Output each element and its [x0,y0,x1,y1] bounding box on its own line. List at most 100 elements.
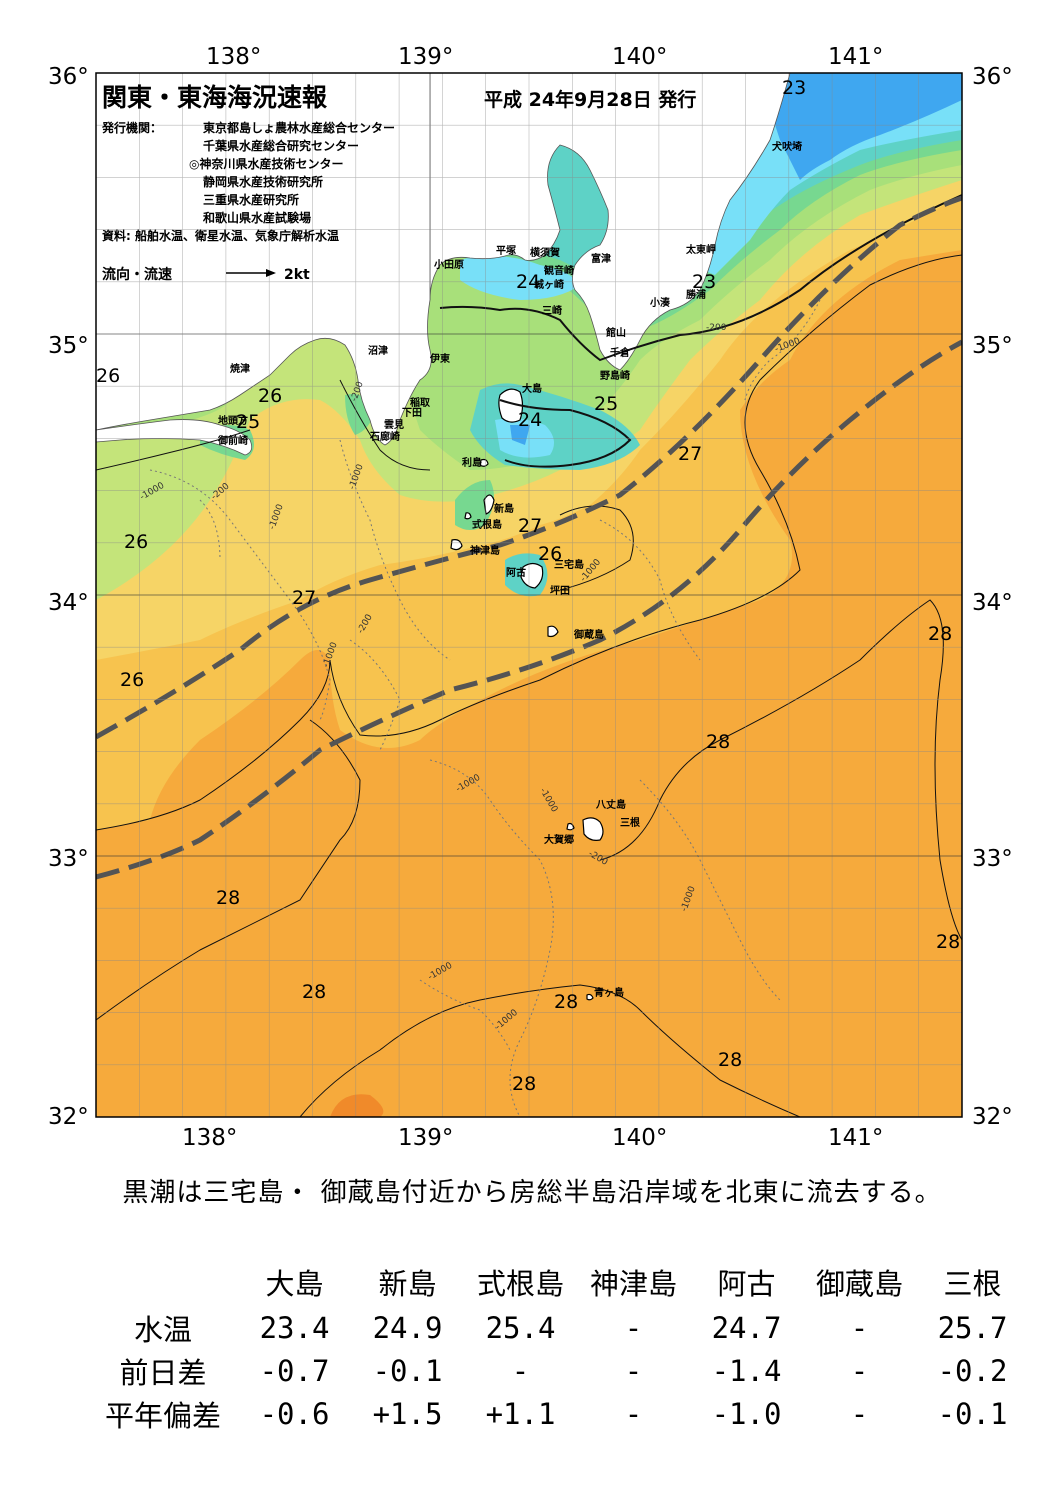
isotherm-labels: 23 23 24 25 25 26 26 26 26 27 27 27 28 2… [96,77,960,1095]
table-row: 平年偏差 -0.6 +1.5 +1.1 - -1.0 - -0.1 [88,1392,1029,1435]
place-jogasaki: 城ヶ崎 [534,278,564,291]
iso-28-central: 28 [706,731,730,753]
place-tsubota: 坪田 [550,584,570,597]
table-cell: - [624,1310,643,1345]
left-lat-32: 32° [48,1104,89,1130]
land [96,73,791,456]
place-futtsu: 富津 [591,252,611,265]
right-lat-32: 32° [972,1104,1013,1130]
place-inatori: 稲取 [410,396,431,409]
top-lon-138: 138° [206,44,261,70]
map-title: 関東・東海海況速報 [102,83,328,112]
iso-28-south: 28 [512,1073,536,1095]
table-row: 水温 23.4 24.9 25.4 - 24.7 - 25.7 [88,1306,1029,1349]
right-lat-33: 33° [972,846,1013,872]
place-numazu: 沼津 [368,344,388,357]
bottom-lon-138: 138° [182,1125,237,1151]
place-labels: 小田原 平塚 横須賀 観音崎 城ヶ崎 三崎 富津 館山 千倉 野島崎 犬吠埼 太… [217,140,802,999]
place-miyakejima: 三宅島 [554,558,584,571]
table-header-row: 大島 新島 式根島 神津島 阿古 御蔵島 三根 [88,1258,1029,1306]
issuer-5: 三重県水産研究所 [203,192,299,207]
table-cell: - [511,1353,530,1388]
column-header: 三根 [943,1267,1002,1301]
place-misaki: 三崎 [542,304,562,317]
iso-28-se: 28 [718,1049,742,1071]
iso-28-east-low: 28 [936,931,960,953]
place-chikura: 千倉 [610,346,631,359]
place-odawara: 小田原 [433,258,464,271]
row-label: 平年偏差 [104,1398,221,1433]
place-katsuura: 勝浦 [686,288,706,301]
place-kozushima: 神津島 [470,544,500,557]
table-corner [88,1258,238,1306]
table-cell: -0.2 [937,1353,1008,1388]
place-shikinejima: 式根島 [472,518,502,531]
issuer-label: 発行機関： [101,120,162,135]
iso-28-sw: 28 [216,887,240,909]
place-hachijojima: 八丈島 [595,798,626,811]
place-okago: 大賀郷 [544,833,574,846]
data-source: 資料: 船舶水温、衛星水温、気象庁解析水温 [102,228,339,243]
table-cell: 25.4 [485,1310,556,1345]
iso-24-sagami: 24 [516,271,540,293]
table-cell: - [850,1396,869,1431]
iso-26-west-low: 26 [120,669,144,691]
place-tateyama: 館山 [605,326,626,339]
place-mitsune: 三根 [620,816,640,829]
iso-26-yaizu: 26 [258,385,282,407]
current-scale: 2kt [284,267,310,283]
top-lon-141: 141° [828,44,883,70]
table-cell: - [624,1396,643,1431]
table-cell: -0.1 [372,1353,443,1388]
observation-table: 大島 新島 式根島 神津島 阿古 御蔵島 三根 水温 23.4 24.9 25.… [88,1258,1029,1435]
place-toshima: 利島 [462,456,482,469]
bottom-lon-140: 140° [612,1125,667,1151]
table-cell: - [850,1310,869,1345]
place-inubozaki: 犬吠埼 [772,140,802,153]
iso-27-niijima: 27 [518,515,542,537]
iso-23-katsuura: 23 [692,271,716,293]
map-header: 関東・東海海況速報 平成 24年9月28日 発行 発行機関： 東京都島しょ農林水… [101,83,696,283]
current-legend-label: 流向・流速 [102,266,172,283]
iso-26-miyake: 26 [538,543,562,565]
map-frame [95,72,963,1118]
iso-27-east: 27 [678,443,702,465]
iso-26-west-edge: 26 [96,365,120,387]
table-cell: 25.7 [937,1310,1008,1345]
iso-23-north: 23 [782,77,806,99]
arrow-head-icon [266,269,276,277]
bottom-lon-139: 139° [398,1125,453,1151]
issuer-3: ◎神奈川県水産技術センター [189,156,343,171]
column-header: 大島 [265,1267,324,1301]
place-kannonzaki: 観音崎 [544,264,574,277]
place-jitogata: 地頭方 [218,414,248,427]
sea-temperature-map: 138° 139° 140° 141° 138° 139° 140° 141° … [48,44,1013,1151]
left-lat-34: 34° [48,590,89,616]
place-kominato: 小湊 [649,296,671,309]
table-cell: -0.6 [259,1396,330,1431]
iso-27-west: 27 [292,587,316,609]
place-yokosuka: 横須賀 [530,246,560,259]
right-lat-34: 34° [972,590,1013,616]
issuer-2: 千葉県水産総合研究センター [203,138,359,153]
table-cell: +1.1 [485,1396,556,1431]
left-lat-36: 36° [48,64,89,90]
issue-date: 平成 24年9月28日 発行 [484,88,696,111]
place-omaezaki: 御前崎 [217,434,248,447]
place-taitomisaki: 太東岬 [685,243,716,256]
place-hiratsuka: 平塚 [496,244,516,257]
top-lon-139: 139° [398,44,453,70]
column-header: 阿古 [717,1267,776,1301]
table-cell: -1.4 [711,1353,782,1388]
table-cell: -1.0 [711,1396,782,1431]
axis-labels: 138° 139° 140° 141° 138° 139° 140° 141° … [48,44,1013,1151]
iso-25-omaezaki: 25 [236,411,260,433]
left-lat-33: 33° [48,846,89,872]
table-cell: 24.9 [372,1310,443,1345]
iso-25-oshima: 25 [594,393,618,415]
left-lat-35: 35° [48,333,89,359]
place-niijima: 新島 [494,502,514,515]
iso-28-west-low: 28 [302,981,326,1003]
bottom-lon-141: 141° [828,1125,883,1151]
islands [450,388,604,1001]
